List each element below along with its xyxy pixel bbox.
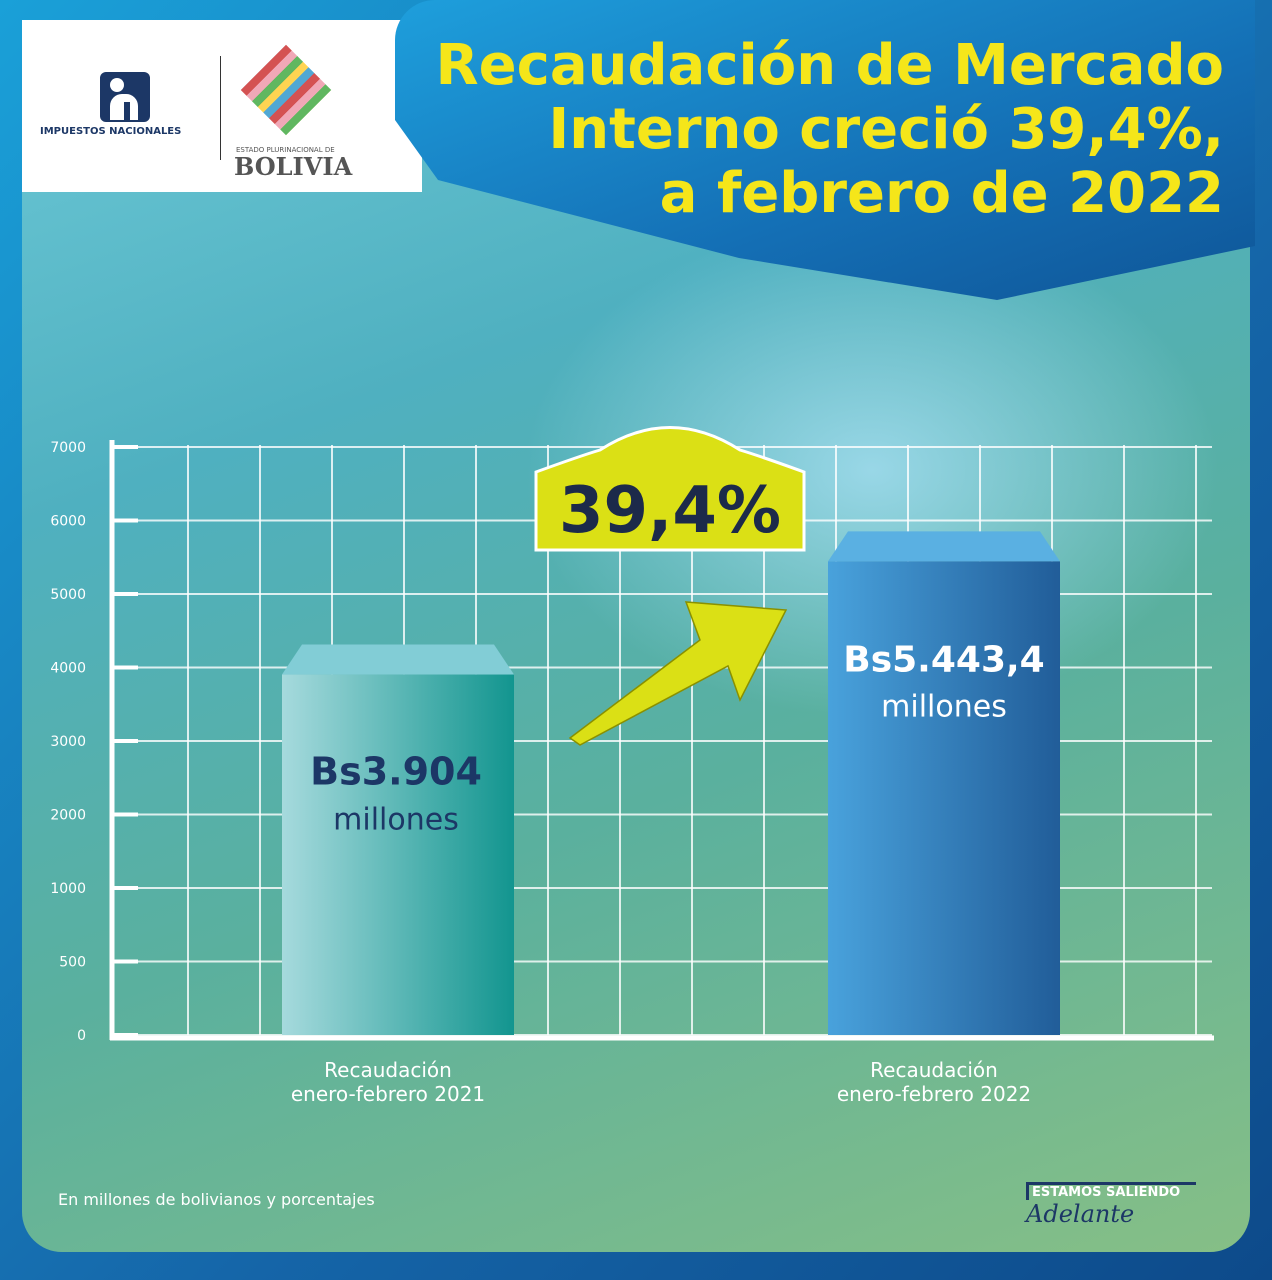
bar-top: [282, 644, 514, 675]
campaign-bottom-text: Adelante: [1026, 1200, 1135, 1228]
campaign-top-text: ESTAMOS SALIENDO: [1026, 1182, 1196, 1200]
y-tick-label: 4000: [50, 661, 86, 677]
y-tick-label: 2000: [50, 808, 86, 824]
y-tick-label: 500: [59, 955, 86, 971]
growth-arrow: [568, 601, 788, 746]
logo-header: IMPUESTOS NACIONALES ESTADO PLURINACIONA…: [22, 20, 422, 192]
campaign-logo: ESTAMOS SALIENDO Adelante: [1026, 1182, 1196, 1228]
y-tick-label: 5000: [50, 587, 86, 603]
bar-top: [828, 531, 1060, 562]
bolivia-small-text: ESTADO PLURINACIONAL DE: [236, 146, 335, 154]
impuestos-logo-text: IMPUESTOS NACIONALES: [40, 126, 182, 137]
title-line-2: Interno creció 39,4%,: [548, 97, 1224, 162]
data-label-value: Bs3.904: [310, 750, 482, 794]
data-label-unit: millones: [333, 803, 459, 838]
y-tick-label: 1000: [50, 881, 86, 897]
y-tick-label: 7000: [50, 440, 86, 456]
bar: [282, 674, 514, 1035]
title-line-3: a febrero de 2022: [659, 161, 1224, 226]
percentage-label: 39,4%: [559, 474, 781, 548]
y-tick-label: 0: [77, 1028, 86, 1044]
data-label-value: Bs5.443,4: [843, 639, 1044, 680]
y-tick-label: 6000: [50, 514, 86, 530]
divider: [220, 56, 221, 160]
bolivia-text: BOLIVIA: [234, 152, 353, 181]
data-label-unit: millones: [881, 689, 1007, 724]
title-line-1: Recaudación de Mercado: [435, 33, 1224, 98]
percentage-badge: [534, 426, 806, 552]
x-label-2021: Recaudación enero-febrero 2021: [290, 1058, 486, 1106]
impuestos-logo-icon: [100, 72, 150, 122]
bar: [828, 561, 1060, 1035]
y-tick-label: 3000: [50, 734, 86, 750]
page-title: Recaudación de Mercado Interno creció 39…: [436, 34, 1224, 226]
footnote: En millones de bolivianos y porcentajes: [58, 1190, 375, 1209]
x-label-2022: Recaudación enero-febrero 2022: [836, 1058, 1032, 1106]
